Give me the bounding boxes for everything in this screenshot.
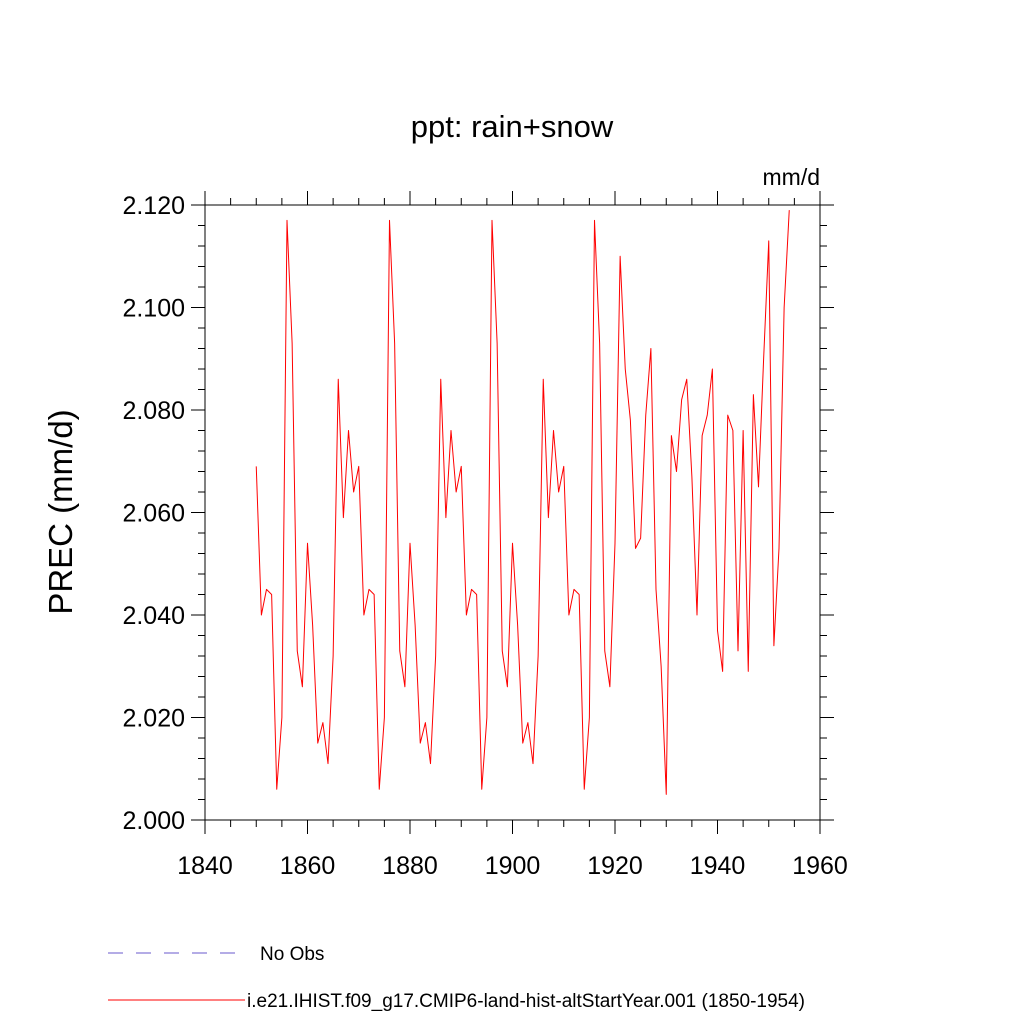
legend: No Obs i.e21.IHIST.f09_g17.CMIP6-land-hi… — [108, 944, 805, 1012]
major-ticks — [191, 191, 834, 834]
x-tick-label: 1840 — [177, 852, 233, 880]
y-tick-label: 2.000 — [122, 807, 185, 835]
plot-frame — [204, 204, 821, 821]
y-tick-labels: 2.000 2.020 2.040 2.060 2.080 2.100 2.120 — [122, 192, 185, 835]
x-tick-label: 1880 — [382, 852, 438, 880]
y-tick-label: 2.040 — [122, 602, 185, 630]
y-axis-label: PREC (mm/d) — [42, 409, 79, 614]
x-tick-label: 1960 — [792, 852, 848, 880]
y-tick-label: 2.080 — [122, 397, 185, 425]
x-tick-label: 1920 — [587, 852, 643, 880]
chart-title: ppt: rain+snow — [411, 109, 614, 144]
y-tick-label: 2.100 — [122, 295, 185, 323]
y-tick-label: 2.020 — [122, 705, 185, 733]
units-label: mm/d — [763, 164, 821, 190]
series-layer — [255, 210, 790, 795]
x-tick-label: 1860 — [280, 852, 336, 880]
x-tick-label: 1900 — [485, 852, 541, 880]
x-tick-label: 1940 — [690, 852, 746, 880]
y-tick-label: 2.120 — [122, 192, 185, 220]
series-line-1 — [255, 210, 790, 795]
x-tick-labels: 1840 1860 1880 1900 1920 1940 1960 — [177, 852, 848, 880]
legend-label-model: i.e21.IHIST.f09_g17.CMIP6-land-hist-altS… — [247, 991, 805, 1012]
y-tick-label: 2.060 — [122, 500, 185, 528]
minor-ticks — [198, 198, 827, 827]
legend-label-no-obs: No Obs — [260, 944, 324, 965]
